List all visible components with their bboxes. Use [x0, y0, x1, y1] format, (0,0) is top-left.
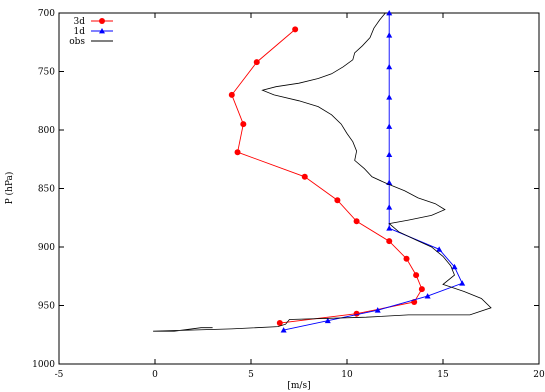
- y-tick-label: 1000: [32, 360, 55, 370]
- data-point-3d: [403, 255, 410, 262]
- series-3d: [228, 26, 425, 327]
- x-tick-label: 20: [533, 370, 545, 380]
- data-point-1d: [386, 94, 393, 100]
- data-point-3d: [353, 218, 360, 225]
- data-point-3d: [292, 26, 299, 33]
- axis-ticks: -5 0 5 10 15 20 700 750 800 850 900 950 1000: [32, 9, 545, 380]
- data-point-1d: [436, 246, 443, 252]
- legend-marker-3d: [99, 18, 105, 24]
- x-tick-label: 10: [341, 370, 353, 380]
- legend-label-obs: obs: [69, 37, 85, 47]
- data-point-1d: [386, 10, 393, 16]
- series-line-obs: [153, 12, 492, 332]
- data-point-1d: [374, 307, 381, 313]
- legend-label-1d: 1d: [74, 27, 86, 37]
- y-tick-label: 700: [38, 9, 55, 19]
- data-point-3d: [386, 238, 393, 245]
- x-tick-label: 0: [152, 370, 158, 380]
- data-point-1d: [386, 225, 393, 231]
- data-point-3d: [253, 59, 260, 66]
- series-line-1d: [283, 13, 463, 331]
- data-point-3d: [276, 320, 283, 327]
- y-tick-label: 850: [38, 185, 55, 195]
- x-tick-label: 15: [437, 370, 449, 380]
- data-point-3d: [334, 197, 341, 204]
- data-point-3d: [234, 149, 241, 156]
- data-point-1d: [451, 263, 458, 270]
- legend-label-3d: 3d: [74, 17, 86, 27]
- series-1d: [280, 10, 466, 333]
- y-tick-label: 800: [38, 126, 55, 136]
- legend-marker-1d: [99, 28, 105, 34]
- series-obs: [153, 12, 492, 332]
- x-tick-label: 5: [248, 370, 254, 380]
- data-point-3d: [413, 272, 420, 279]
- data-point-1d: [386, 123, 393, 129]
- y-tick-label: 900: [38, 243, 55, 253]
- data-point-1d: [324, 317, 331, 324]
- series-line-3d: [231, 29, 423, 324]
- data-point-1d: [386, 63, 393, 70]
- data-point-3d: [240, 121, 247, 128]
- y-tick-label: 950: [38, 302, 55, 312]
- data-point-3d: [228, 91, 235, 98]
- y-tick-label: 750: [38, 68, 55, 78]
- x-tick-label: -5: [55, 370, 64, 380]
- plot-frame: [58, 12, 540, 365]
- data-point-1d: [386, 204, 393, 210]
- data-point-3d: [418, 286, 425, 293]
- x-axis-label: [m/s]: [287, 381, 310, 391]
- data-point-1d: [280, 327, 287, 333]
- data-point-1d: [424, 293, 431, 299]
- series-layer: [153, 10, 492, 333]
- data-point-3d: [301, 173, 308, 180]
- y-axis-label: P (hPa): [4, 172, 15, 205]
- data-point-1d: [459, 280, 466, 286]
- data-point-1d: [386, 32, 393, 38]
- data-point-1d: [386, 151, 393, 157]
- data-point-3d: [353, 310, 360, 317]
